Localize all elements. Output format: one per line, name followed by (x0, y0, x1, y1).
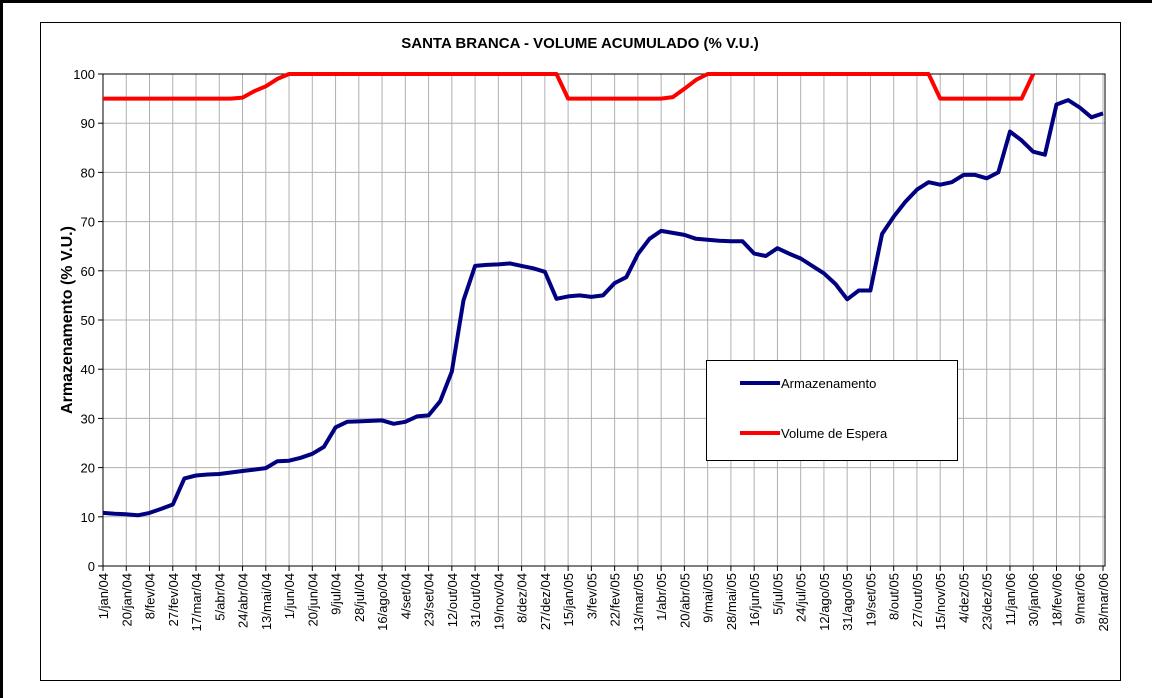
x-tick-label: 28/jul/04 (352, 573, 367, 622)
x-tick-label: 17/mar/04 (189, 573, 204, 632)
chart-title: SANTA BRANCA - VOLUME ACUMULADO (% V.U.) (401, 35, 759, 52)
x-tick-label: 20/jun/04 (305, 573, 320, 627)
x-tick-label: 22/fev/05 (608, 573, 623, 627)
y-tick-label: 20 (81, 461, 95, 476)
x-tick-label: 13/mai/04 (259, 573, 274, 630)
x-tick-label: 24/jul/05 (794, 573, 809, 622)
x-tick-label: 20/jan/04 (119, 573, 134, 627)
x-tick-label: 16/jun/05 (747, 573, 762, 627)
series-line (103, 72, 1036, 101)
x-tick-label: 12/ago/05 (817, 573, 832, 631)
x-tick-label: 16/ago/04 (375, 573, 390, 631)
legend-label: Armazenamento (781, 376, 876, 391)
y-tick-label: 100 (73, 67, 95, 82)
x-tick-label: 4/dez/05 (956, 573, 971, 623)
x-tick-label: 30/jan/06 (1026, 573, 1041, 627)
x-tick-label: 27/dez/04 (538, 573, 553, 630)
x-tick-label: 9/jul/04 (329, 573, 344, 615)
x-tick-label: 27/fev/04 (166, 573, 181, 627)
x-tick-label: 15/jan/05 (561, 573, 576, 627)
x-tick-label: 18/fev/06 (1049, 573, 1064, 627)
plot-border (102, 73, 1106, 567)
x-tick-label: 28/mar/06 (1096, 573, 1111, 632)
x-tick-label: 31/out/04 (468, 573, 483, 627)
x-tick-label: 13/mar/05 (631, 573, 646, 632)
y-tick-label: 70 (81, 215, 95, 230)
x-tick-label: 5/jul/05 (770, 573, 785, 615)
x-tick-label: 4/set/04 (398, 573, 413, 619)
x-tick-label: 28/mai/05 (724, 573, 739, 630)
x-tick-label: 27/out/05 (910, 573, 925, 627)
legend-box (706, 360, 958, 461)
x-tick-label: 12/out/04 (445, 573, 460, 627)
x-tick-label: 8/fev/04 (143, 573, 158, 619)
x-tick-label: 23/dez/05 (980, 573, 995, 630)
y-axis-title: Armazenamento (% V.U.) (59, 226, 76, 414)
x-tick-label: 9/mai/05 (701, 573, 716, 623)
legend-label: Volume de Espera (781, 426, 888, 441)
x-tick-label: 3/fev/05 (584, 573, 599, 619)
series-line (102, 98, 1104, 518)
y-tick-label: 40 (81, 362, 95, 377)
y-tick-label: 30 (81, 411, 95, 426)
x-tick-label: 8/out/05 (887, 573, 902, 620)
x-tick-label: 23/set/04 (422, 573, 437, 627)
x-tick-label: 19/set/05 (863, 573, 878, 627)
y-tick-label: 10 (81, 510, 95, 525)
y-tick-label: 80 (81, 165, 95, 180)
x-tick-label: 1/jan/04 (96, 573, 111, 619)
x-tick-label: 15/nov/05 (933, 573, 948, 630)
y-tick-label: 60 (81, 264, 95, 279)
x-tick-label: 20/abr/05 (677, 573, 692, 628)
lines (102, 72, 1104, 518)
x-tick-label: 1/abr/05 (654, 573, 669, 621)
x-tick-label: 5/abr/04 (212, 573, 227, 621)
legend: Armazenamento Volume de Espera (706, 360, 958, 461)
x-tick-label: 24/abr/04 (236, 573, 251, 628)
x-tick-label: 9/mar/06 (1073, 573, 1088, 624)
y-tick-label: 0 (88, 559, 95, 574)
x-tick-label: 19/nov/04 (491, 573, 506, 630)
x-tick-label: 11/jan/06 (1003, 573, 1018, 626)
x-tick-label: 8/dez/04 (515, 573, 530, 623)
x-tick-label: 1/jun/04 (282, 573, 297, 619)
y-tick-label: 90 (81, 116, 95, 131)
x-tick-label: 31/ago/05 (840, 573, 855, 631)
y-tick-label: 50 (81, 313, 95, 328)
